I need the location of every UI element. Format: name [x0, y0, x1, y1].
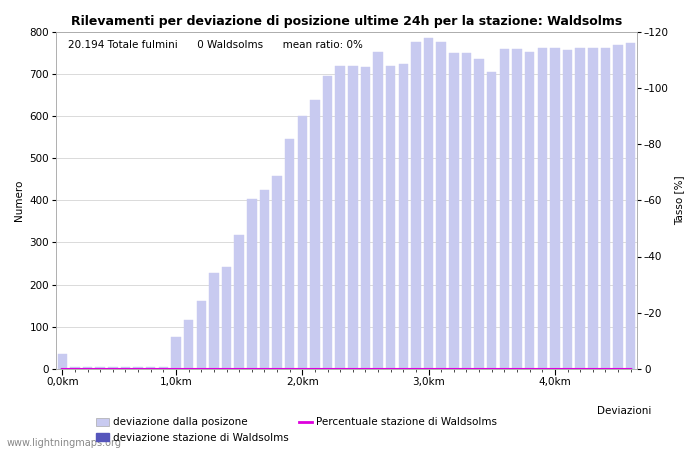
Bar	[323, 76, 332, 369]
Bar	[234, 235, 244, 369]
Y-axis label: Numero: Numero	[14, 180, 24, 221]
Bar	[360, 67, 370, 369]
Bar	[348, 66, 358, 369]
Bar	[475, 59, 484, 369]
Bar	[386, 66, 396, 369]
Bar	[285, 139, 295, 369]
Bar	[184, 320, 193, 369]
Bar	[563, 50, 573, 369]
Bar	[222, 267, 231, 369]
Title: Rilevamenti per deviazione di posizione ultime 24h per la stazione: Waldsolms: Rilevamenti per deviazione di posizione …	[71, 14, 622, 27]
Bar	[538, 48, 547, 369]
Bar	[373, 52, 383, 369]
Y-axis label: Tasso [%]: Tasso [%]	[675, 176, 685, 225]
Bar	[437, 42, 446, 369]
Bar	[500, 49, 509, 369]
Bar	[449, 54, 459, 369]
Bar	[310, 100, 320, 369]
Bar	[550, 48, 559, 369]
Bar	[70, 367, 80, 369]
Bar	[172, 338, 181, 369]
Bar	[525, 52, 534, 369]
Bar	[146, 367, 155, 369]
Bar	[260, 190, 269, 369]
Bar	[613, 45, 623, 369]
Bar	[209, 273, 218, 369]
Bar	[512, 49, 522, 369]
Legend: deviazione dalla posizone, deviazione stazione di Waldsolms, Percentuale stazion: deviazione dalla posizone, deviazione st…	[96, 417, 497, 442]
Bar	[108, 367, 118, 369]
Bar	[95, 367, 105, 369]
Bar	[83, 367, 92, 369]
Bar	[462, 54, 471, 369]
Bar	[575, 48, 585, 369]
Text: 20.194 Totale fulmini      0 Waldsolms      mean ratio: 0%: 20.194 Totale fulmini 0 Waldsolms mean r…	[68, 40, 363, 50]
Bar	[159, 367, 168, 369]
Bar	[57, 354, 67, 369]
Bar	[247, 198, 256, 369]
Bar	[398, 64, 408, 369]
Bar	[134, 367, 143, 369]
Bar	[411, 42, 421, 369]
Bar	[424, 38, 433, 369]
Bar	[272, 176, 282, 369]
Bar	[601, 49, 610, 369]
Text: www.lightningmaps.org: www.lightningmaps.org	[7, 438, 122, 448]
Bar	[298, 116, 307, 369]
Bar	[626, 43, 636, 369]
Bar	[197, 301, 206, 369]
Bar	[120, 367, 130, 369]
Text: Deviazioni: Deviazioni	[596, 406, 651, 416]
Bar	[335, 66, 345, 369]
Bar	[487, 72, 496, 369]
Bar	[588, 49, 598, 369]
